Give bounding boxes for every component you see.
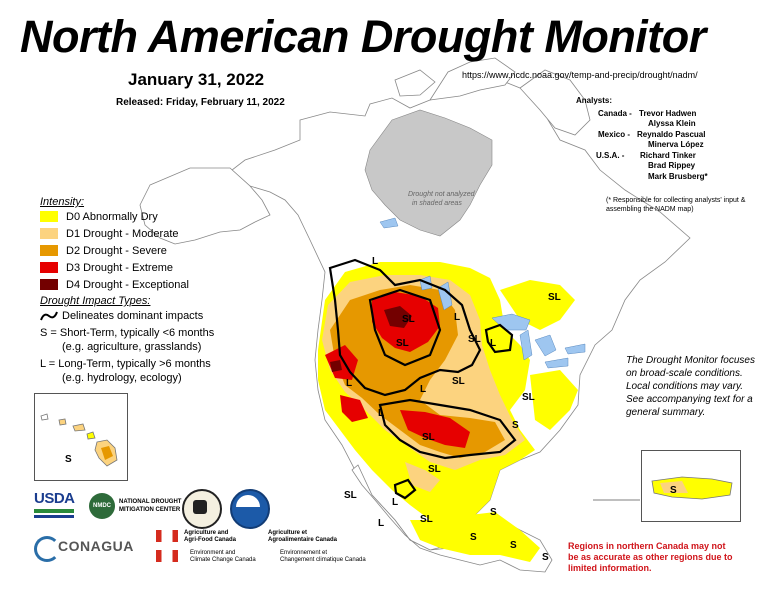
impact-label: S <box>490 507 497 518</box>
analyst-name: Trevor Hadwen <box>639 108 697 118</box>
impact-label: SL <box>396 338 409 349</box>
puerto-rico-map: S <box>651 476 733 500</box>
impact-label: SL <box>422 432 435 443</box>
map-labels: L SL SL L L SL SL L L SL SL L SL SL S SL… <box>344 256 561 563</box>
swatch-d4 <box>40 278 58 290</box>
legend: Intensity: D0 Abnormally Dry D1 Drought … <box>40 196 214 385</box>
map-date: January 31, 2022 <box>128 70 265 89</box>
analyst-name: Brad Rippey <box>648 161 696 170</box>
legend-impact-title: Drought Impact Types: <box>40 295 151 307</box>
legend-short-term-example: (e.g. agriculture, grasslands) <box>62 341 202 353</box>
usda-logo: USDA <box>34 490 75 524</box>
d4-areas <box>330 306 412 372</box>
hawaii-map: S <box>40 413 118 467</box>
conagua-logo: CONAGUA <box>34 534 154 564</box>
impact-label: SL <box>402 314 415 325</box>
map-title: North American Drought Monitor <box>20 11 706 62</box>
summary-note: The Drought Monitor focuses on broad-sca… <box>626 355 755 418</box>
noaa-seal-logo <box>182 489 222 529</box>
analyst-name: Mark Brusberg* <box>648 171 708 181</box>
impact-label: SL <box>420 514 433 525</box>
analysts-footnote: (* Responsible for collecting analysts' … <box>606 197 746 213</box>
legend-item-d1: D1 Drought - Moderate <box>40 226 214 243</box>
nidis-logo: NMDC NATIONAL DROUGHT MITIGATION CENTER <box>89 493 181 525</box>
impact-label: L <box>420 384 426 395</box>
legend-long-term-example: (e.g. hydrology, ecology) <box>62 372 182 384</box>
not-analyzed-area <box>364 109 493 237</box>
impact-label: SL <box>452 376 465 387</box>
impact-label: SL <box>468 334 481 345</box>
not-analyzed-note-line1: Drought not analyzed <box>408 191 476 198</box>
analysts-block: Analysts: Canada - Trevor Hadwen Alyssa K… <box>576 96 708 182</box>
legend-item-d0: D0 Abnormally Dry <box>40 209 214 226</box>
impact-label: L <box>454 312 460 323</box>
legend-intensity-title: Intensity: <box>40 196 85 208</box>
analyst-name: Reynaldo Pascual <box>637 129 706 139</box>
analyst-country: U.S.A. - <box>596 150 625 160</box>
analyst-name: Alyssa Klein <box>648 119 696 128</box>
legend-boundary: Delineates dominant impacts <box>40 309 214 323</box>
hawaii-label: S <box>65 454 72 465</box>
analysts-title: Analysts: <box>576 96 613 105</box>
impact-label: SL <box>344 490 357 501</box>
regions-note: Regions in northern Canada may not be as… <box>568 541 733 573</box>
source-url[interactable]: https://www.ncdc.noaa.gov/temp-and-preci… <box>462 70 698 80</box>
impact-label: L <box>378 518 384 529</box>
release-date: Released: Friday, February 11, 2022 <box>116 97 285 108</box>
analyst-country: Canada - <box>598 108 632 118</box>
swatch-d3 <box>40 261 58 273</box>
swatch-d0 <box>40 210 58 222</box>
impact-label: SL <box>428 464 441 475</box>
hawaii-inset: S <box>34 393 128 481</box>
conagua-swirl-icon <box>34 536 60 562</box>
impact-label: SL <box>548 292 561 303</box>
impact-label: L <box>372 256 378 267</box>
nidis-seal-icon: NMDC <box>89 493 115 519</box>
canada-flag-icon <box>156 530 178 542</box>
legend-item-d2: D2 Drought - Severe <box>40 243 214 260</box>
puerto-rico-label: S <box>670 485 677 496</box>
noaa-bird-icon <box>236 495 260 507</box>
analyst-name: Richard Tinker <box>640 150 696 160</box>
great-lakes <box>379 217 586 369</box>
puerto-rico-inset: S <box>641 450 741 522</box>
swatch-d1 <box>40 227 58 239</box>
impact-label: S <box>512 420 519 431</box>
noaa-logo <box>230 489 270 529</box>
canada-flag-icon <box>156 550 178 562</box>
legend-item-d4: D4 Drought - Exceptional <box>40 277 214 294</box>
not-analyzed-note-line2: in shaded areas <box>412 200 462 207</box>
impact-label: L <box>378 408 384 419</box>
analyst-country: Mexico - <box>598 129 631 139</box>
legend-short-term: S = Short-Term, typically <6 months <box>40 327 215 339</box>
analyst-name: Minerva López <box>648 140 704 149</box>
impact-label: S <box>542 552 549 563</box>
impact-label: L <box>346 378 352 389</box>
impact-label: SL <box>522 392 535 403</box>
impact-label: S <box>470 532 477 543</box>
aafc-logo: Agriculture and Agri-Food Canada Agricul… <box>156 530 386 570</box>
impact-label: S <box>510 540 517 551</box>
impact-boundaries <box>328 258 517 500</box>
legend-item-d3: D3 Drought - Extreme <box>40 260 214 277</box>
impact-label: L <box>490 338 496 349</box>
impact-label: L <box>392 497 398 508</box>
legend-long-term: L = Long-Term, typically >6 months <box>40 358 211 370</box>
boundary-line-icon <box>40 311 58 321</box>
swatch-d2 <box>40 244 58 256</box>
eagle-icon <box>193 500 207 514</box>
